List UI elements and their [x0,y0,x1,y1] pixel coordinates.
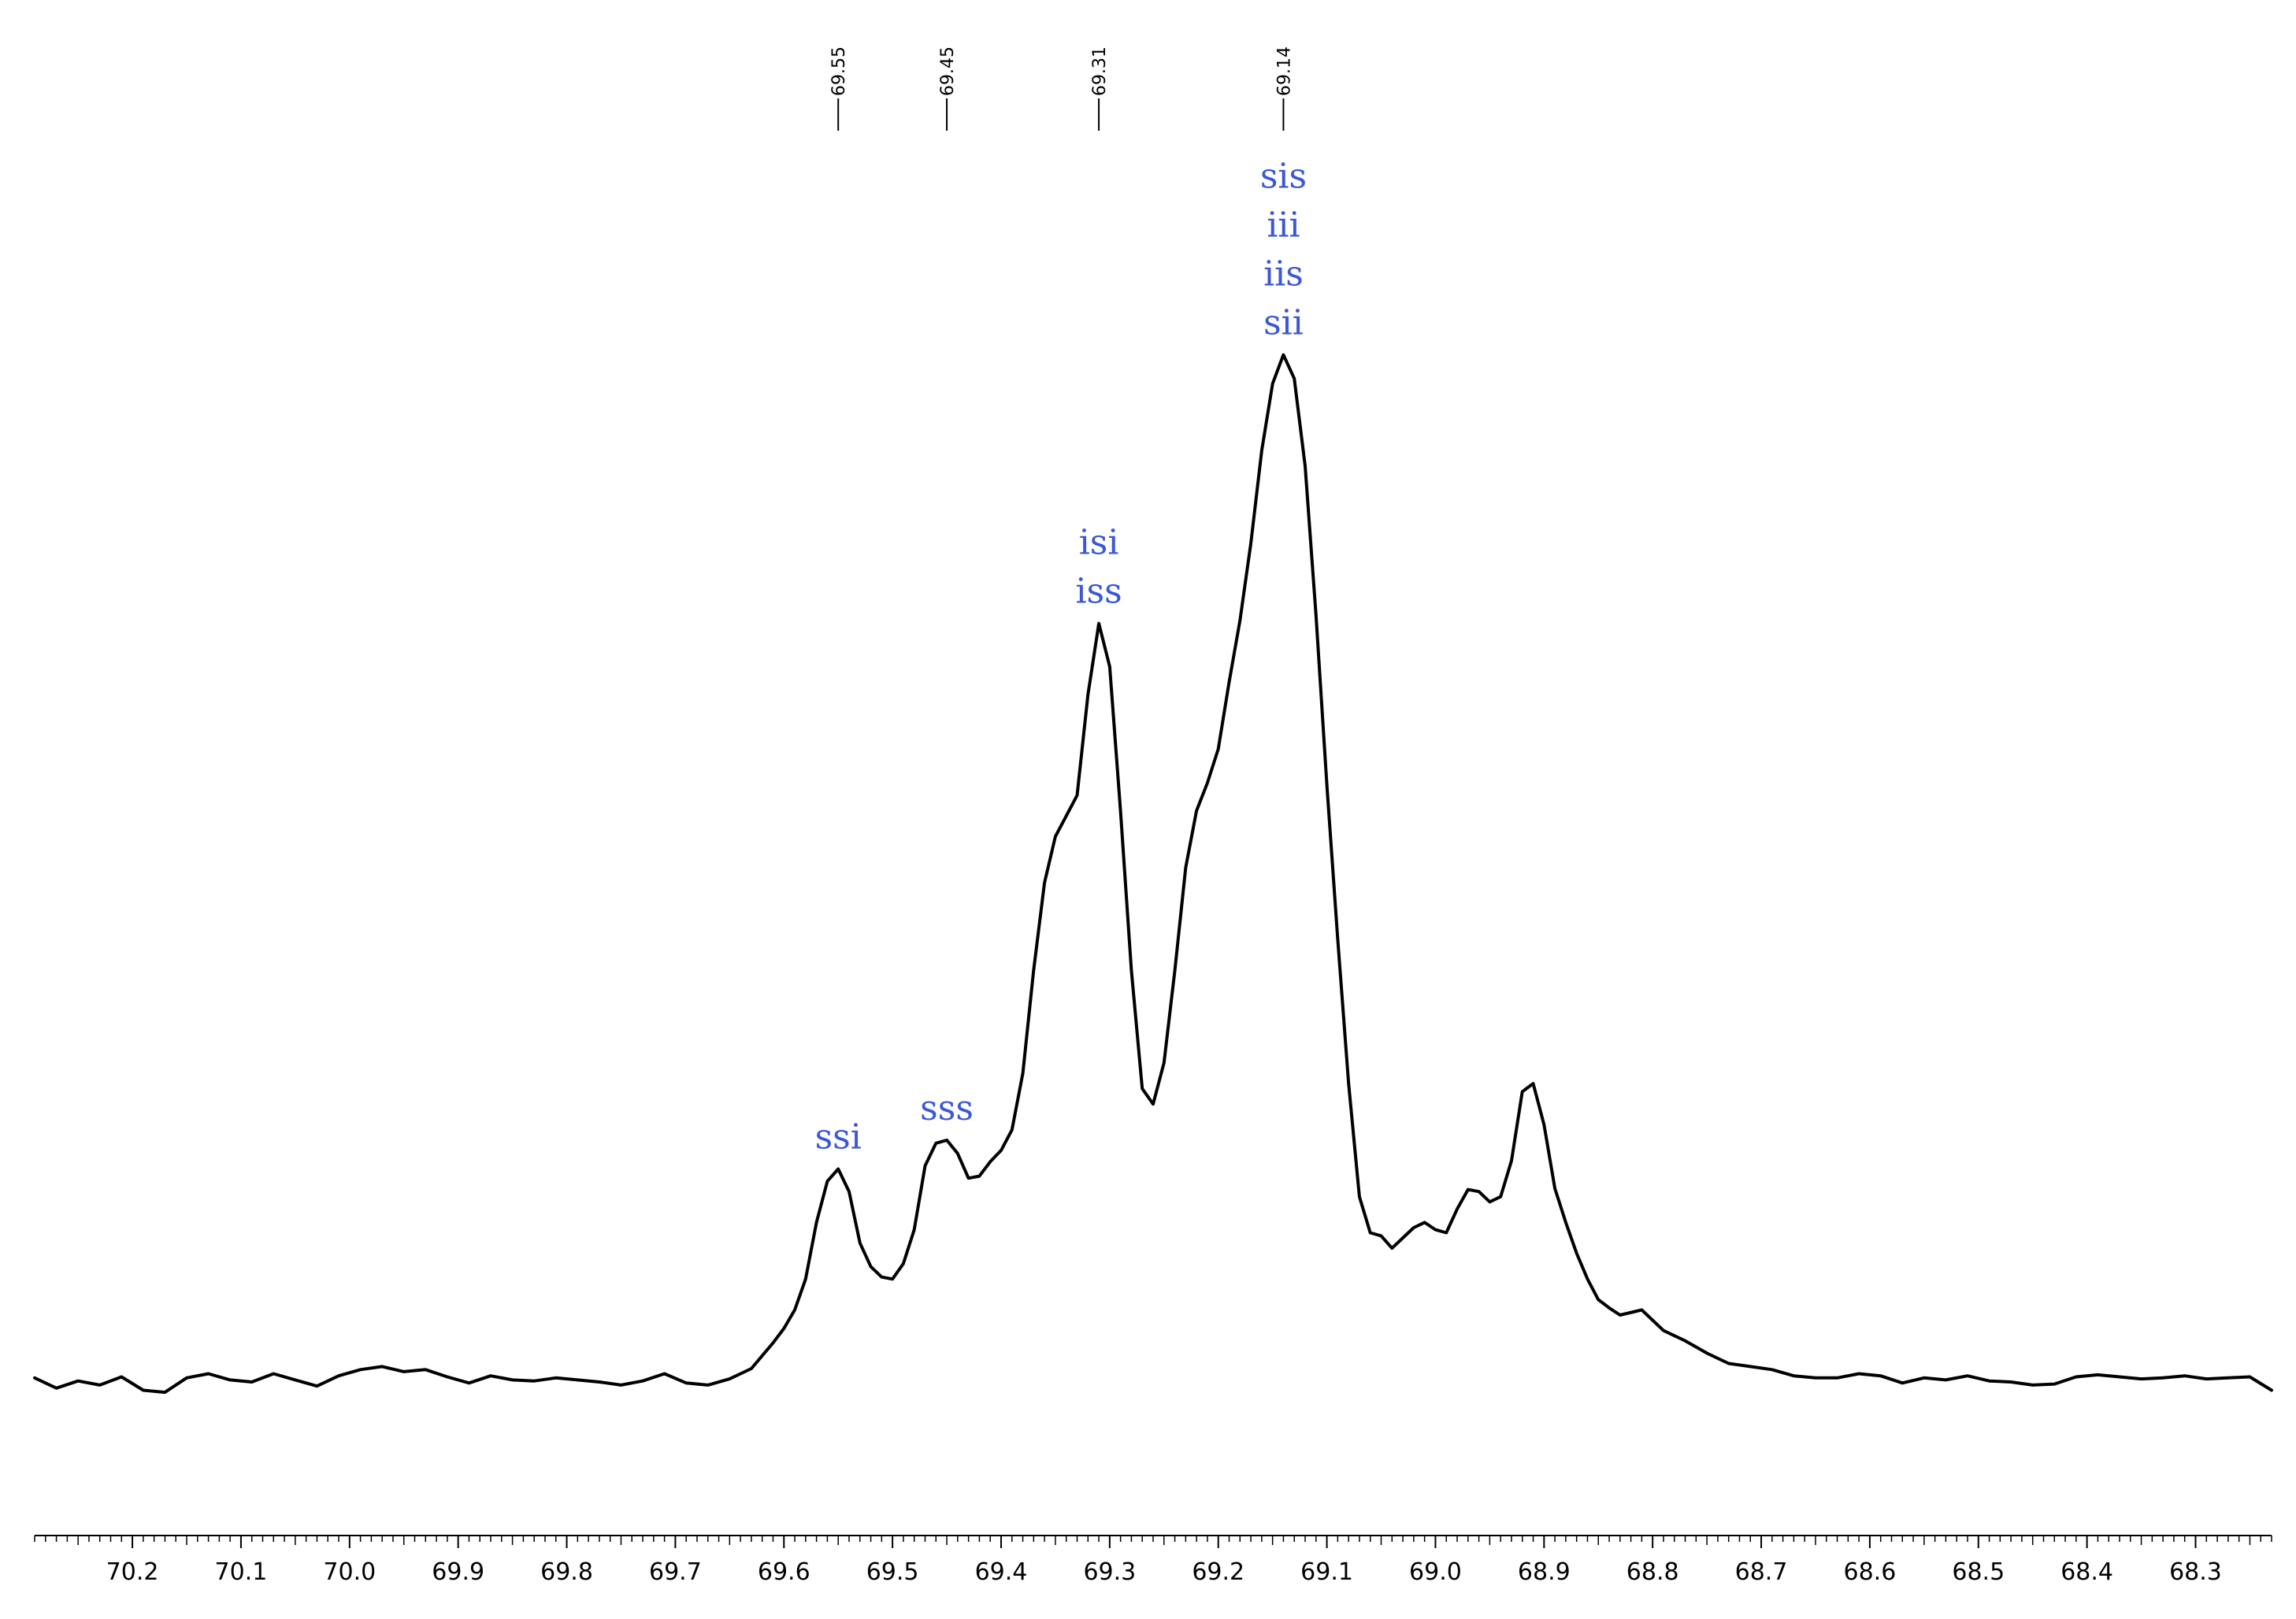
x-tick-label: 69.1 [1300,1558,1353,1586]
x-tick-label: 68.8 [1626,1558,1679,1586]
x-tick-label: 69.5 [866,1558,919,1586]
tacticity-label: sii [1263,303,1304,343]
x-axis-ticks: 70.2 70.1 70.0 69.9 69.8 69.7 69.6 69.5 69.4 69.3… [34,1536,2272,1586]
x-tick-label: 69.4 [975,1558,1028,1586]
x-tick-label: 68.4 [2060,1558,2113,1586]
tacticity-label: sis [1260,157,1307,197]
x-tick-label: 68.3 [2169,1558,2222,1586]
tacticity-label: iss [1075,572,1122,612]
x-tick-label: 68.7 [1735,1558,1788,1586]
x-tick-label: 68.9 [1518,1558,1571,1586]
x-tick-label: 69.6 [758,1558,810,1586]
x-tick-label: 70.0 [323,1558,376,1586]
peak-marker-layer: 69.55 69.45 69.31 69.14 [829,46,1294,131]
annotation-layer: ssi sss isi iss sis iii iis sii [815,157,1307,1158]
x-tick-label: 70.2 [106,1558,159,1586]
x-tick-label: 69.7 [649,1558,702,1586]
x-tick-label: 69.2 [1192,1558,1244,1586]
x-tick-label: 69.9 [432,1558,484,1586]
tacticity-label: iis [1263,254,1304,295]
peak-marker-label: 69.45 [938,46,958,96]
x-tick-label: 69.3 [1083,1558,1136,1586]
tacticity-label: iii [1267,206,1300,246]
tacticity-label: sss [920,1088,974,1128]
x-tick-label: 70.1 [215,1558,268,1586]
peak-marker-label: 69.55 [829,46,849,96]
x-tick-label: 69.8 [540,1558,593,1586]
peak-marker-label: 69.14 [1274,46,1294,96]
x-tick-label: 68.5 [1952,1558,2005,1586]
tacticity-label: isi [1079,523,1119,563]
spectrum-line [33,353,2273,1395]
peak-marker-label: 69.31 [1090,46,1110,96]
x-tick-label: 68.6 [1844,1558,1897,1586]
tacticity-label: ssi [815,1117,862,1157]
x-tick-label: 69.0 [1409,1558,1462,1586]
